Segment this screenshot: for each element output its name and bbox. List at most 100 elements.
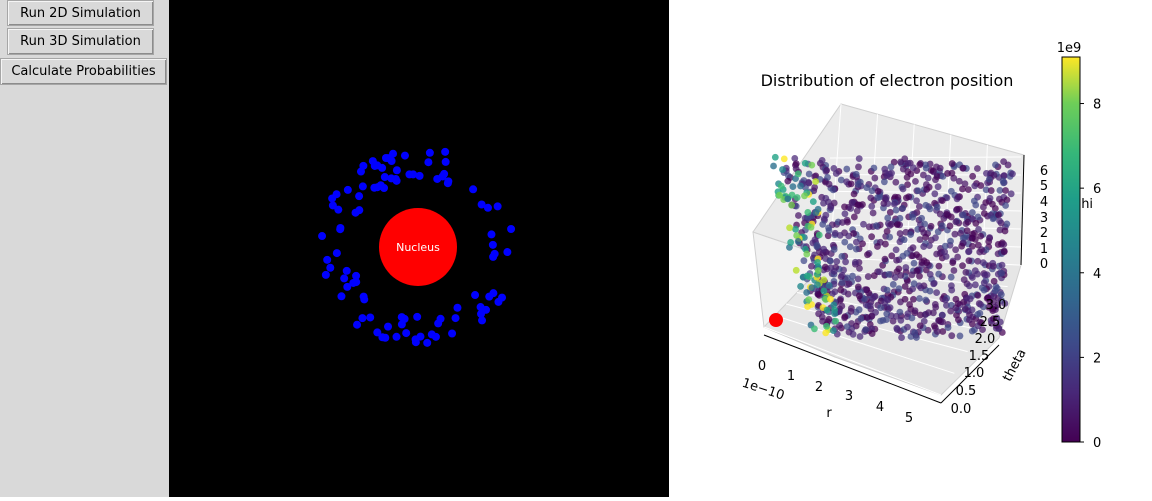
calculate-probabilities-button[interactable]: Calculate Probabilities	[0, 58, 167, 85]
data-point	[925, 309, 932, 316]
data-point	[864, 314, 871, 321]
data-point	[814, 259, 821, 266]
data-point	[917, 322, 924, 329]
electron	[358, 314, 366, 322]
data-point	[948, 332, 955, 339]
data-point	[850, 230, 857, 237]
data-point	[808, 162, 815, 169]
data-point	[904, 324, 911, 331]
data-point	[939, 197, 946, 204]
run-2d-simulation-button[interactable]: Run 2D Simulation	[7, 0, 154, 26]
data-point	[912, 307, 919, 314]
electron	[507, 225, 515, 233]
data-point	[901, 236, 908, 243]
data-point	[900, 166, 907, 173]
electron	[453, 304, 461, 312]
electron	[353, 321, 361, 329]
data-point	[826, 282, 833, 289]
electron	[398, 313, 406, 321]
data-point	[820, 288, 827, 295]
data-point	[927, 271, 934, 278]
data-point	[959, 262, 966, 269]
data-point	[969, 209, 976, 216]
data-point	[911, 280, 918, 287]
data-point	[951, 231, 958, 238]
data-point	[852, 259, 859, 266]
electron	[322, 271, 330, 279]
data-point	[856, 265, 863, 272]
data-point	[1008, 190, 1015, 197]
data-point	[844, 323, 851, 330]
data-point	[955, 194, 962, 201]
data-point	[871, 165, 878, 172]
data-point	[865, 273, 872, 280]
data-point	[902, 264, 909, 271]
data-point	[886, 234, 893, 241]
electron	[424, 158, 432, 166]
data-point	[822, 212, 829, 219]
data-point	[825, 316, 832, 323]
electron	[343, 283, 351, 291]
data-point	[811, 325, 818, 332]
data-point	[833, 258, 840, 265]
data-point	[964, 227, 971, 234]
data-point	[936, 317, 943, 324]
data-point	[857, 333, 864, 340]
electron	[416, 172, 424, 180]
theta-tick-label: 2.5	[980, 315, 1001, 330]
electron	[333, 249, 341, 257]
data-point	[928, 223, 935, 230]
data-point	[983, 170, 990, 177]
data-point	[910, 244, 917, 251]
data-point	[923, 186, 930, 193]
data-point	[833, 170, 840, 177]
data-point	[883, 194, 890, 201]
data-point	[884, 287, 891, 294]
data-point	[874, 194, 881, 201]
data-point	[814, 243, 821, 250]
data-point	[855, 284, 862, 291]
data-point	[923, 165, 930, 172]
electron	[359, 182, 367, 190]
electron	[352, 278, 360, 286]
data-point	[899, 205, 906, 212]
data-point	[868, 233, 875, 240]
data-point	[824, 174, 831, 181]
data-point	[916, 295, 923, 302]
run-3d-simulation-button[interactable]: Run 3D Simulation	[7, 28, 154, 55]
data-point	[974, 292, 981, 299]
data-point	[956, 178, 963, 185]
data-point	[804, 272, 811, 279]
data-point	[974, 165, 981, 172]
data-point	[795, 212, 802, 219]
data-point	[962, 305, 969, 312]
data-point	[812, 178, 819, 185]
data-point	[1003, 220, 1010, 227]
data-point	[860, 221, 867, 228]
data-point	[893, 325, 900, 332]
data-point	[893, 246, 900, 253]
electron	[328, 194, 336, 202]
data-point	[823, 167, 830, 174]
data-point	[1000, 177, 1007, 184]
data-point	[998, 270, 1005, 277]
data-point	[858, 315, 865, 322]
data-point	[772, 154, 779, 161]
data-point	[867, 194, 874, 201]
data-point	[856, 155, 863, 162]
data-point	[984, 271, 991, 278]
colorbar-tick-label: 2	[1093, 351, 1101, 366]
data-point	[986, 235, 993, 242]
data-point	[801, 192, 808, 199]
data-point	[882, 241, 889, 248]
data-point	[920, 243, 927, 250]
phi-tick-label: 2	[1040, 226, 1048, 241]
phi-tick-label: 4	[1040, 195, 1048, 210]
electron	[428, 330, 436, 338]
theta-tick-label: 3.0	[986, 298, 1007, 313]
data-point	[830, 327, 837, 334]
electron	[477, 303, 485, 311]
data-point	[965, 186, 972, 193]
electron	[452, 314, 460, 322]
data-point	[853, 246, 860, 253]
